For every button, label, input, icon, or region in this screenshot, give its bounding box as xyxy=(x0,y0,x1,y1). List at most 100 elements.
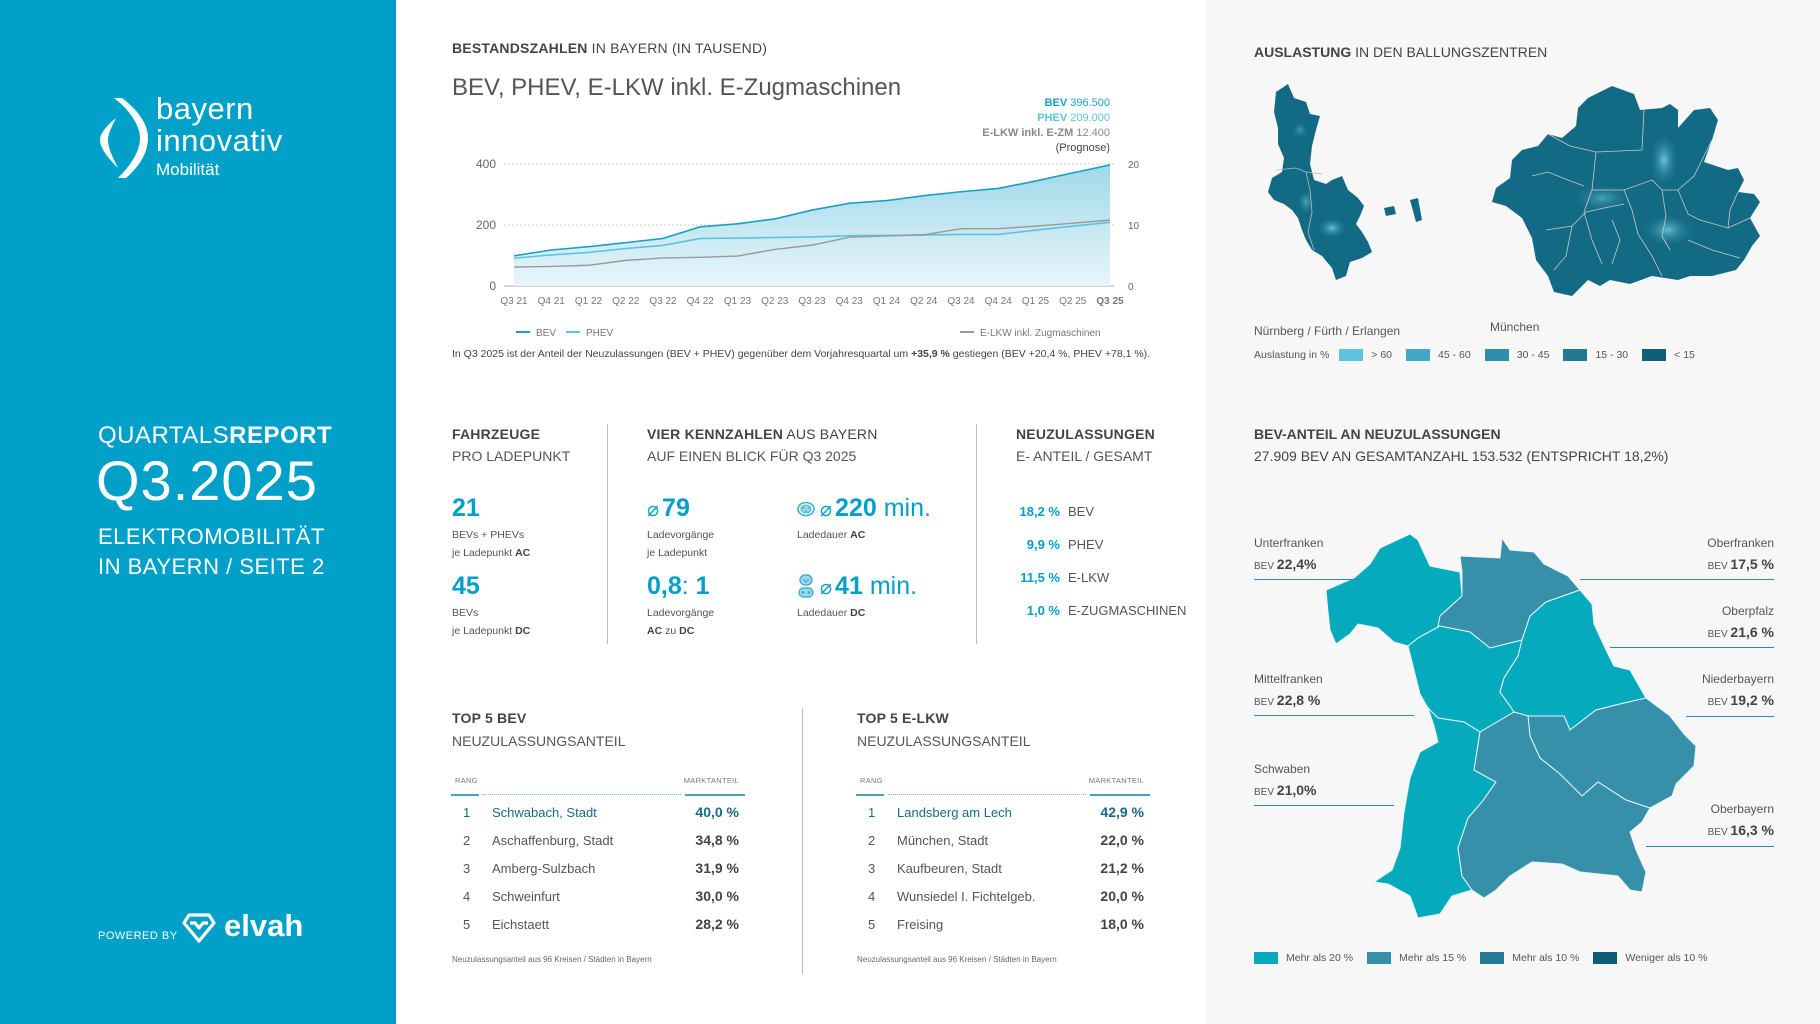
kennzahlen-title-bold: VIER KENNZAHLEN xyxy=(647,426,784,442)
fahrzeuge-dc-line2-bold: DC xyxy=(515,625,531,637)
row-share: 31,9 % xyxy=(695,860,739,876)
region-value-schwaben: BEV 21,0% xyxy=(1254,782,1317,798)
y2-tick-label: 0 xyxy=(1128,282,1134,293)
neuzulassungen-row: 11,5 % E-LKW xyxy=(1010,570,1230,585)
row-share: 22,0 % xyxy=(1100,832,1144,848)
x-tick-label: Q2 25 xyxy=(1059,296,1087,307)
ac-duration-label: Ladedauer AC xyxy=(797,526,865,544)
legend-item: Weniger als 10 % xyxy=(1593,952,1707,964)
neuzulassungen-title: NEUZULASSUNGEN xyxy=(1016,426,1155,442)
bev-anteil-title: BEV-ANTEIL AN NEUZULASSUNGEN xyxy=(1254,426,1501,442)
x-tick-label: Q3 22 xyxy=(649,296,677,307)
x-tick-label: Q3 23 xyxy=(798,296,826,307)
kennzahlen-subtitle: AUF EINEN BLICK FÜR Q3 2025 xyxy=(647,448,857,464)
neuzulassungen-label: E-LKW xyxy=(1068,570,1110,585)
table-row: 1 Schwabach, Stadt 40,0 % xyxy=(451,797,745,825)
row-rank: 5 xyxy=(463,917,471,932)
legend-swatch xyxy=(1367,952,1392,964)
region-label-niederbayern: Niederbayern xyxy=(1701,672,1774,686)
top-elkw-subtitle: NEUZULASSUNGSANTEIL xyxy=(857,733,1031,749)
footnote-pre: In Q3 2025 ist der Anteil der Neuzulassu… xyxy=(452,348,912,360)
y2-tick-label: 10 xyxy=(1128,221,1140,232)
bavaria-map xyxy=(1325,533,1697,919)
dc-duration-number: 41 xyxy=(835,572,863,600)
neuzulassungen-row: 18,2 % BEV xyxy=(1010,504,1230,519)
map2-label: München xyxy=(1490,320,1540,334)
dc-duration-label: Ladedauer DC xyxy=(797,604,865,622)
ratio-right: 1 xyxy=(695,572,710,600)
legend-label: Mehr als 15 % xyxy=(1399,952,1467,964)
auslastung-title-bold: AUSLASTUNG xyxy=(1254,44,1352,60)
x-tick-label: Q1 25 xyxy=(1022,296,1050,307)
legend-swatch xyxy=(1642,349,1667,361)
region-oberbayern xyxy=(1457,711,1651,899)
sidebar: bayern innovativ Mobilität QUARTALSREPOR… xyxy=(0,0,396,1024)
neuzulassungen-value: 1,0 % xyxy=(1026,603,1060,618)
report-label: QUARTALSREPORT xyxy=(98,422,332,450)
neuzulassungen-label: PHEV xyxy=(1068,537,1104,552)
legend-item: > 60 xyxy=(1339,349,1392,361)
region-label-unterfranken: Unterfranken xyxy=(1254,536,1324,550)
bayern-innovativ-logo-icon xyxy=(100,98,148,178)
table-header-rule xyxy=(451,794,745,797)
elvah-logo-text: elvah xyxy=(224,908,304,943)
dc-duration-label-bold: DC xyxy=(850,607,866,619)
x-tick-label: Q2 22 xyxy=(612,296,640,307)
latest-phev-value: 209.000 xyxy=(1070,112,1110,124)
fahrzeuge-ac-label: BEVs + PHEVs je Ladepunkt AC xyxy=(452,526,530,562)
legend-item: Mehr als 10 % xyxy=(1480,952,1579,964)
report-quarter: Q3.2025 xyxy=(96,449,318,512)
ratio-line1: Ladevorgänge xyxy=(647,607,715,619)
region-value: 17,5 % xyxy=(1730,556,1774,572)
top-elkw-title-bold: TOP 5 E-LKW xyxy=(857,710,949,726)
leader-line xyxy=(1610,647,1774,648)
x-tick-label: Q3 21 xyxy=(500,296,528,307)
y-tick-label: 400 xyxy=(476,157,496,171)
neuzulassungen-label: E-ZUGMASCHINEN xyxy=(1068,603,1187,618)
table-row: 2 Aschaffenburg, Stadt 34,8 % xyxy=(451,825,745,853)
latest-elkw-label: E-LKW inkl. E-ZM xyxy=(982,127,1074,139)
column-share: MARKTANTEIL xyxy=(1088,776,1144,785)
legend-item: Mehr als 15 % xyxy=(1367,952,1466,964)
region-value-oberbayern: BEV 16,3 % xyxy=(1708,822,1774,838)
leader-line xyxy=(1686,716,1774,717)
ratio-label: Ladevorgänge AC zu DC xyxy=(647,604,714,640)
region-label-oberfranken: Oberfranken xyxy=(1707,536,1774,550)
x-tick-label: Q2 23 xyxy=(761,296,789,307)
legend-label: 15 - 30 xyxy=(1595,349,1629,361)
auslastung-legend: Auslastung in % > 60 45 - 60 30 - 45 15 … xyxy=(1254,349,1709,361)
top-bev-footnote: Neuzulassungsanteil aus 96 Kreisen / Stä… xyxy=(452,955,652,964)
row-name: Kaufbeuren, Stadt xyxy=(897,861,1002,876)
powered-by-label: POWERED BY xyxy=(98,930,178,942)
footnote-post: gestiegen (BEV +20,4 %, PHEV +78,1 %). xyxy=(949,348,1151,360)
stock-section-title-rest: IN BAYERN (IN TAUSEND) xyxy=(587,40,768,56)
stock-footnote: In Q3 2025 ist der Anteil der Neuzulassu… xyxy=(452,348,1150,360)
legend-label: < 15 xyxy=(1674,349,1695,361)
legend-label: 30 - 45 xyxy=(1516,349,1550,361)
legend-label: PHEV xyxy=(586,328,614,339)
column-rank: RANG xyxy=(860,776,883,785)
ac-duration-value: ⌀ 220 min. xyxy=(820,494,931,523)
region-label-oberpfalz: Oberpfalz xyxy=(1721,604,1774,618)
sessions-label: Ladevorgänge je Ladepunkt xyxy=(647,526,714,562)
ac-duration-label-bold: AC xyxy=(850,529,866,541)
row-rank: 5 xyxy=(868,917,876,932)
table-header: RANG MARKTANTEIL xyxy=(856,772,1150,794)
stock-section-title-bold: BESTANDSZAHLEN xyxy=(452,40,588,56)
ratio-ac: AC xyxy=(647,625,663,637)
sessions-line2: je Ladepunkt xyxy=(647,547,708,559)
average-icon: ⌀ xyxy=(647,499,660,521)
region-label-oberbayern: Oberbayern xyxy=(1710,802,1774,816)
x-tick-label: Q3 25 xyxy=(1096,296,1124,307)
neuzulassungen-value: 18,2 % xyxy=(1019,504,1060,519)
bev-prefix: BEV xyxy=(1707,629,1728,640)
bev-prefix: BEV xyxy=(1254,787,1275,798)
elvah-logo-icon xyxy=(182,913,216,943)
top-bev-title: TOP 5 BEV xyxy=(452,710,526,726)
table-row: 3 Amberg-Sulzbach 31,9 % xyxy=(451,853,745,881)
dc-duration-value: ⌀ 41 min. xyxy=(820,572,917,601)
logo-subtitle: Mobilität xyxy=(156,160,220,179)
leader-line xyxy=(1580,579,1774,580)
fahrzeuge-dc-line2-text: je Ladepunkt xyxy=(452,625,516,637)
bev-prefix: BEV xyxy=(1707,561,1728,572)
